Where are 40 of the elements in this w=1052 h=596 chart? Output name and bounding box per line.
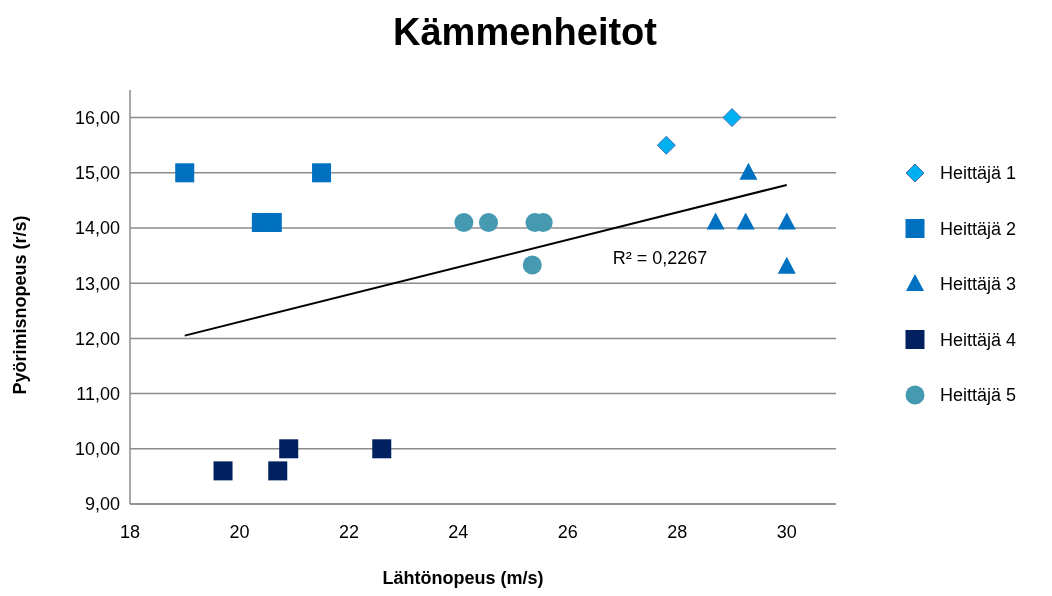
- point: [777, 256, 796, 274]
- y-tick-label: 9,00: [84, 494, 120, 515]
- x-tick-label: 24: [448, 522, 469, 542]
- x-tick-label: 18: [119, 522, 141, 542]
- point: [777, 212, 796, 230]
- point: [372, 439, 392, 459]
- y-tick-label: 15,00: [74, 163, 120, 184]
- x-tick-label: 22: [338, 522, 359, 542]
- point: [454, 212, 474, 232]
- point: [175, 163, 195, 183]
- y-tick-label: 10,00: [74, 439, 120, 460]
- chart-title: Kämmenheitot: [393, 11, 658, 53]
- x-tick-label: 30: [776, 522, 797, 542]
- point: [706, 212, 725, 230]
- point: [656, 135, 676, 155]
- point: [279, 439, 299, 459]
- legend-label: Heittäjä 5: [940, 385, 1017, 406]
- point: [478, 212, 498, 232]
- point: [312, 163, 332, 183]
- y-tick-label: 14,00: [74, 218, 120, 239]
- legend-label: Heittäjä 3: [940, 274, 1017, 295]
- y-axis-title: Pyörimisnopeus (r/s): [10, 215, 30, 395]
- point: [213, 461, 233, 481]
- point: [739, 162, 758, 180]
- point: [268, 461, 288, 481]
- point: [736, 212, 755, 230]
- x-tick-label: 28: [667, 522, 688, 542]
- legend-label: Heittäjä 1: [940, 163, 1017, 184]
- point: [722, 108, 742, 128]
- point: [522, 255, 542, 275]
- annotation: R² = 0,2267: [612, 248, 708, 269]
- y-tick-label: 16,00: [74, 107, 120, 128]
- y-tick-label: 12,00: [74, 328, 120, 349]
- x-tick-label: 26: [557, 522, 578, 542]
- y-tick-label: 13,00: [74, 273, 120, 294]
- x-axis-title: Lähtönopeus (m/s): [382, 568, 544, 588]
- y-tick-label: 11,00: [76, 383, 120, 404]
- legend-label: Heittäjä 4: [940, 329, 1017, 350]
- legend-label: Heittäjä 2: [940, 218, 1017, 239]
- x-tick-label: 20: [229, 522, 250, 542]
